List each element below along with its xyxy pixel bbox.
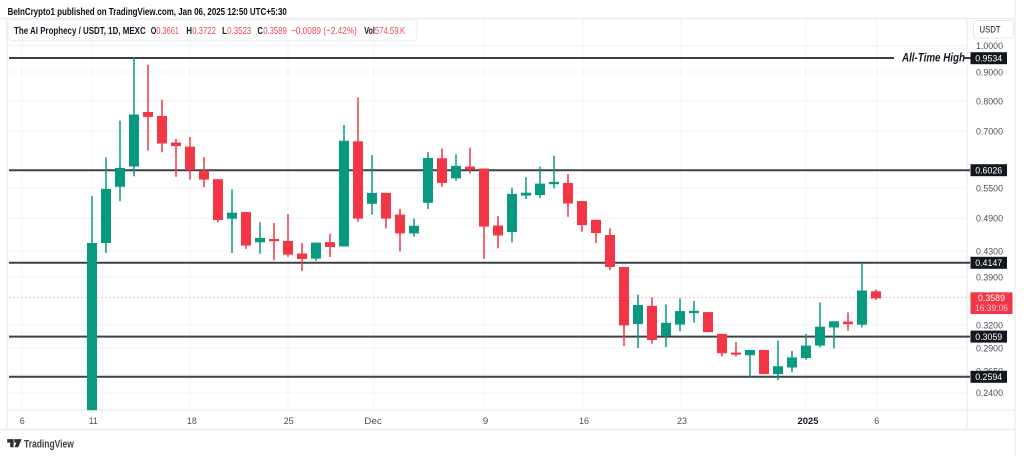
svg-text:0.2900: 0.2900 [976, 343, 1003, 354]
svg-text:0.3523: 0.3523 [227, 25, 251, 37]
svg-text:16: 16 [579, 416, 589, 427]
svg-text:0.4900: 0.4900 [976, 213, 1003, 224]
svg-text:USDT: USDT [980, 24, 1001, 35]
svg-text:6: 6 [20, 416, 25, 427]
svg-text:O: O [151, 25, 157, 37]
svg-text:0.6026: 0.6026 [975, 166, 1002, 177]
svg-text:0.3661: 0.3661 [156, 25, 179, 37]
svg-text:0.9000: 0.9000 [976, 67, 1003, 78]
svg-text:23: 23 [677, 416, 687, 427]
svg-text:0.3589: 0.3589 [263, 25, 287, 37]
svg-text:H: H [186, 25, 192, 37]
svg-text:11: 11 [89, 416, 98, 427]
svg-text:0.9534: 0.9534 [975, 54, 1002, 65]
svg-text:0.8000: 0.8000 [976, 96, 1003, 107]
svg-text:The AI Prophecy / USDT, 1D, ME: The AI Prophecy / USDT, 1D, MEXC [14, 25, 146, 37]
svg-text:6: 6 [874, 416, 879, 427]
svg-text:0.3722: 0.3722 [192, 25, 216, 37]
svg-text:18: 18 [187, 416, 197, 427]
svg-text:0.3059: 0.3059 [975, 332, 1002, 343]
svg-text:0.7000: 0.7000 [976, 126, 1003, 137]
svg-text:0.2400: 0.2400 [976, 388, 1003, 399]
svg-text:BeInCrypto1 published on Tradi: BeInCrypto1 published on TradingView.com… [8, 6, 287, 18]
svg-text:Vol: Vol [364, 25, 375, 37]
svg-text:0.3900: 0.3900 [976, 273, 1003, 284]
svg-text:Dec: Dec [364, 416, 382, 427]
svg-text:L: L [222, 25, 227, 37]
svg-text:0.5500: 0.5500 [976, 183, 1003, 194]
svg-text:C: C [257, 25, 263, 37]
svg-text:25: 25 [284, 416, 294, 427]
svg-text:TradingView: TradingView [24, 438, 74, 450]
svg-text:574.59 K: 574.59 K [375, 25, 405, 37]
svg-text:0.4147: 0.4147 [975, 258, 1002, 269]
svg-text:0.3200: 0.3200 [976, 320, 1003, 331]
svg-text:16:39:06: 16:39:06 [975, 303, 1008, 314]
svg-text:0.4300: 0.4300 [976, 246, 1003, 257]
svg-text:9: 9 [483, 416, 489, 427]
svg-text:All-Time High: All-Time High [901, 53, 965, 65]
svg-text:2025: 2025 [798, 416, 820, 427]
svg-text:0.3589: 0.3589 [978, 293, 1005, 304]
svg-text:−0.0089 (−2.42%): −0.0089 (−2.42%) [291, 25, 357, 37]
svg-text:0.2594: 0.2594 [975, 372, 1002, 383]
svg-text:1.0000: 1.0000 [976, 41, 1003, 52]
